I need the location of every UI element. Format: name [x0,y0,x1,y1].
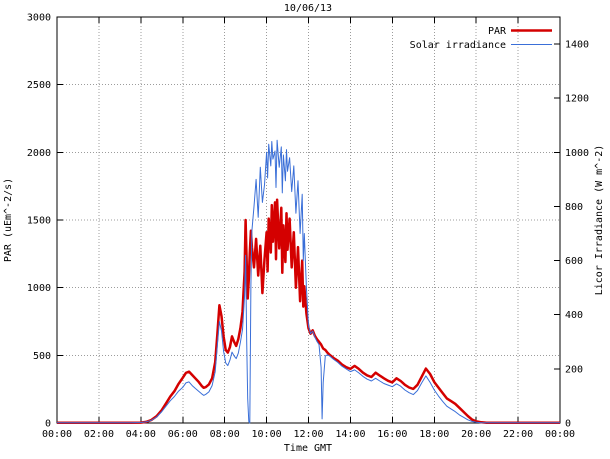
par-line [57,198,560,424]
x-tick-label: 16:00 [377,429,407,440]
solar-irradiance-line [57,139,560,424]
y-tick-label: 1500 [27,216,51,227]
y-tick-label: 2500 [27,80,51,91]
x-axis-label: Time GMT [284,443,332,454]
x-tick-label: 20:00 [461,429,491,440]
x-tick-label: 02:00 [84,429,114,440]
y2-tick-label: 1400 [565,40,589,51]
x-tick-label: 22:00 [503,429,533,440]
y2-tick-label: 1200 [565,94,589,105]
y2-tick-label: 800 [565,202,583,213]
x-tick-label: 12:00 [293,429,323,440]
y-tick-label: 3000 [27,13,51,24]
y2-tick-label: 0 [565,419,571,430]
y-axis-label: PAR (uEm^-2/s) [3,178,14,262]
y-tick-label: 2000 [27,148,51,159]
x-tick-label: 06:00 [168,429,198,440]
y-tick-label: 0 [45,419,51,430]
x-tick-label: 10:00 [252,429,282,440]
chart-title: 10/06/13 [284,3,332,14]
x-tick-label: 00:00 [42,429,72,440]
y-tick-label: 500 [33,351,51,362]
x-tick-label: 14:00 [335,429,365,440]
x-tick-label: 00:00 [545,429,575,440]
y2-tick-label: 200 [565,364,583,375]
y2-tick-label: 600 [565,256,583,267]
plot-area: 00:00 02:00 04:00 06:00 08:00 10:00 12:00 14:00… [27,13,589,441]
y-tick-label: 1000 [27,283,51,294]
x-tick-label: 18:00 [419,429,449,440]
y2-tick-label: 400 [565,310,583,321]
x-tick-label: 08:00 [210,429,240,440]
y2-axis-label: Licor Irradiance (W m^-2) [594,145,605,296]
y2-tick-label: 1000 [565,148,589,159]
legend-label-par: PAR [488,26,507,37]
legend-label-solar-irradiance: Solar irradiance [410,40,506,51]
x-tick-label: 04:00 [126,429,156,440]
